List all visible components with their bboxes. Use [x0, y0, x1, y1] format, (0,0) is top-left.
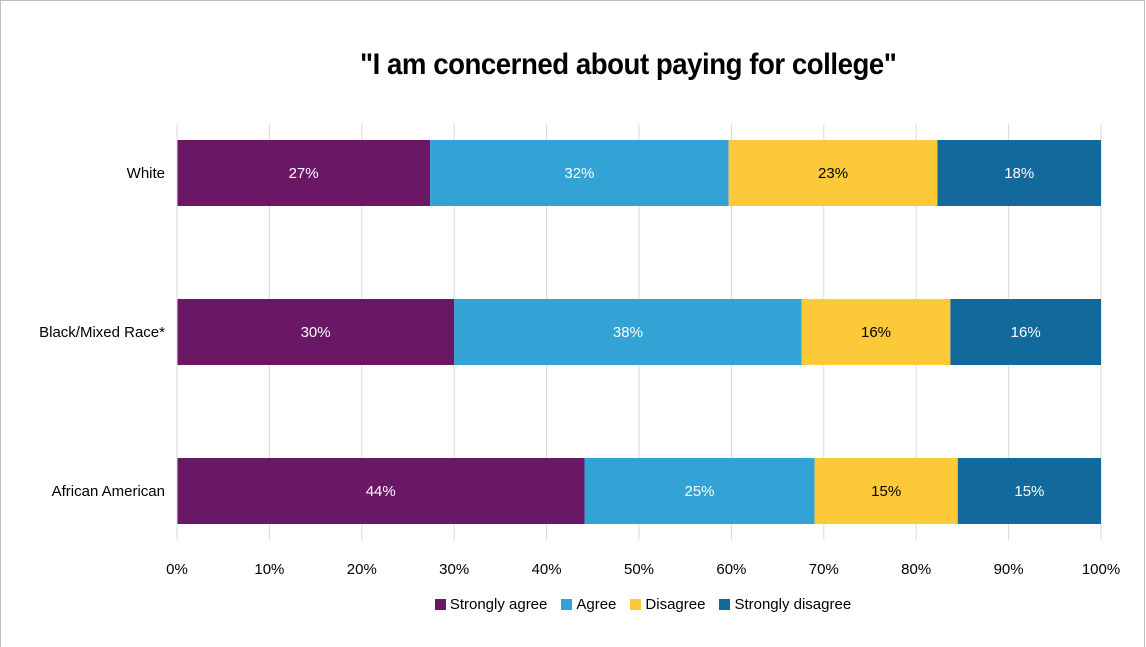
legend-item: Agree	[561, 596, 616, 613]
data-label: 27%	[289, 165, 319, 182]
data-label: 32%	[564, 165, 594, 182]
x-tick-label: 70%	[809, 561, 839, 578]
bar-segment	[937, 140, 1101, 206]
bar-segment	[430, 140, 729, 206]
data-label: 15%	[1014, 483, 1044, 500]
category-label: African American	[52, 483, 165, 500]
data-label: 16%	[861, 324, 891, 341]
x-tick-label: 0%	[166, 561, 188, 578]
x-tick-label: 60%	[716, 561, 746, 578]
bar-segment	[177, 458, 585, 524]
bar-segment	[801, 299, 951, 365]
data-label: 18%	[1004, 165, 1034, 182]
bar-segment	[454, 299, 802, 365]
x-tick-label: 90%	[994, 561, 1024, 578]
data-label: 25%	[685, 483, 715, 500]
bar-segment	[177, 140, 431, 206]
x-tick-label: 100%	[1082, 561, 1120, 578]
legend-item: Disagree	[630, 596, 705, 613]
legend-swatch	[434, 599, 446, 610]
legend-label: Disagree	[645, 596, 706, 613]
x-tick-label: 80%	[901, 561, 931, 578]
data-label: 30%	[301, 324, 331, 341]
data-label: 23%	[818, 165, 848, 182]
category-label: White	[127, 165, 165, 182]
chart-title: "I am concerned about paying for college…	[359, 48, 897, 81]
legend-label: Strongly agree	[449, 596, 548, 613]
data-label: 16%	[1011, 324, 1041, 341]
category-label: Black/Mixed Race*	[39, 324, 165, 341]
x-tick-label: 30%	[439, 561, 469, 578]
x-tick-label: 50%	[624, 561, 654, 578]
legend-swatch	[719, 599, 731, 610]
legend-label: Agree	[576, 596, 617, 613]
legend-label: Strongly disagree	[734, 596, 852, 613]
data-label: 44%	[366, 483, 396, 500]
legend-item: Strongly agree	[434, 596, 548, 613]
bar-segment	[584, 458, 815, 524]
legend-item: Strongly disagree	[719, 596, 851, 613]
legend-swatch	[630, 599, 642, 610]
data-label: 38%	[613, 324, 643, 341]
bar-segment	[957, 458, 1101, 524]
x-tick-label: 20%	[347, 561, 377, 578]
legend-swatch	[561, 599, 573, 610]
bar-segment	[177, 299, 455, 365]
x-tick-label: 40%	[532, 561, 562, 578]
x-tick-label: 10%	[254, 561, 284, 578]
bar-segment	[728, 140, 938, 206]
chart-legend: Strongly agree Agree Disagree Strongly disa…	[0, 596, 1146, 613]
bar-segment	[814, 458, 958, 524]
data-label: 15%	[871, 483, 901, 500]
bar-segment	[950, 299, 1101, 365]
